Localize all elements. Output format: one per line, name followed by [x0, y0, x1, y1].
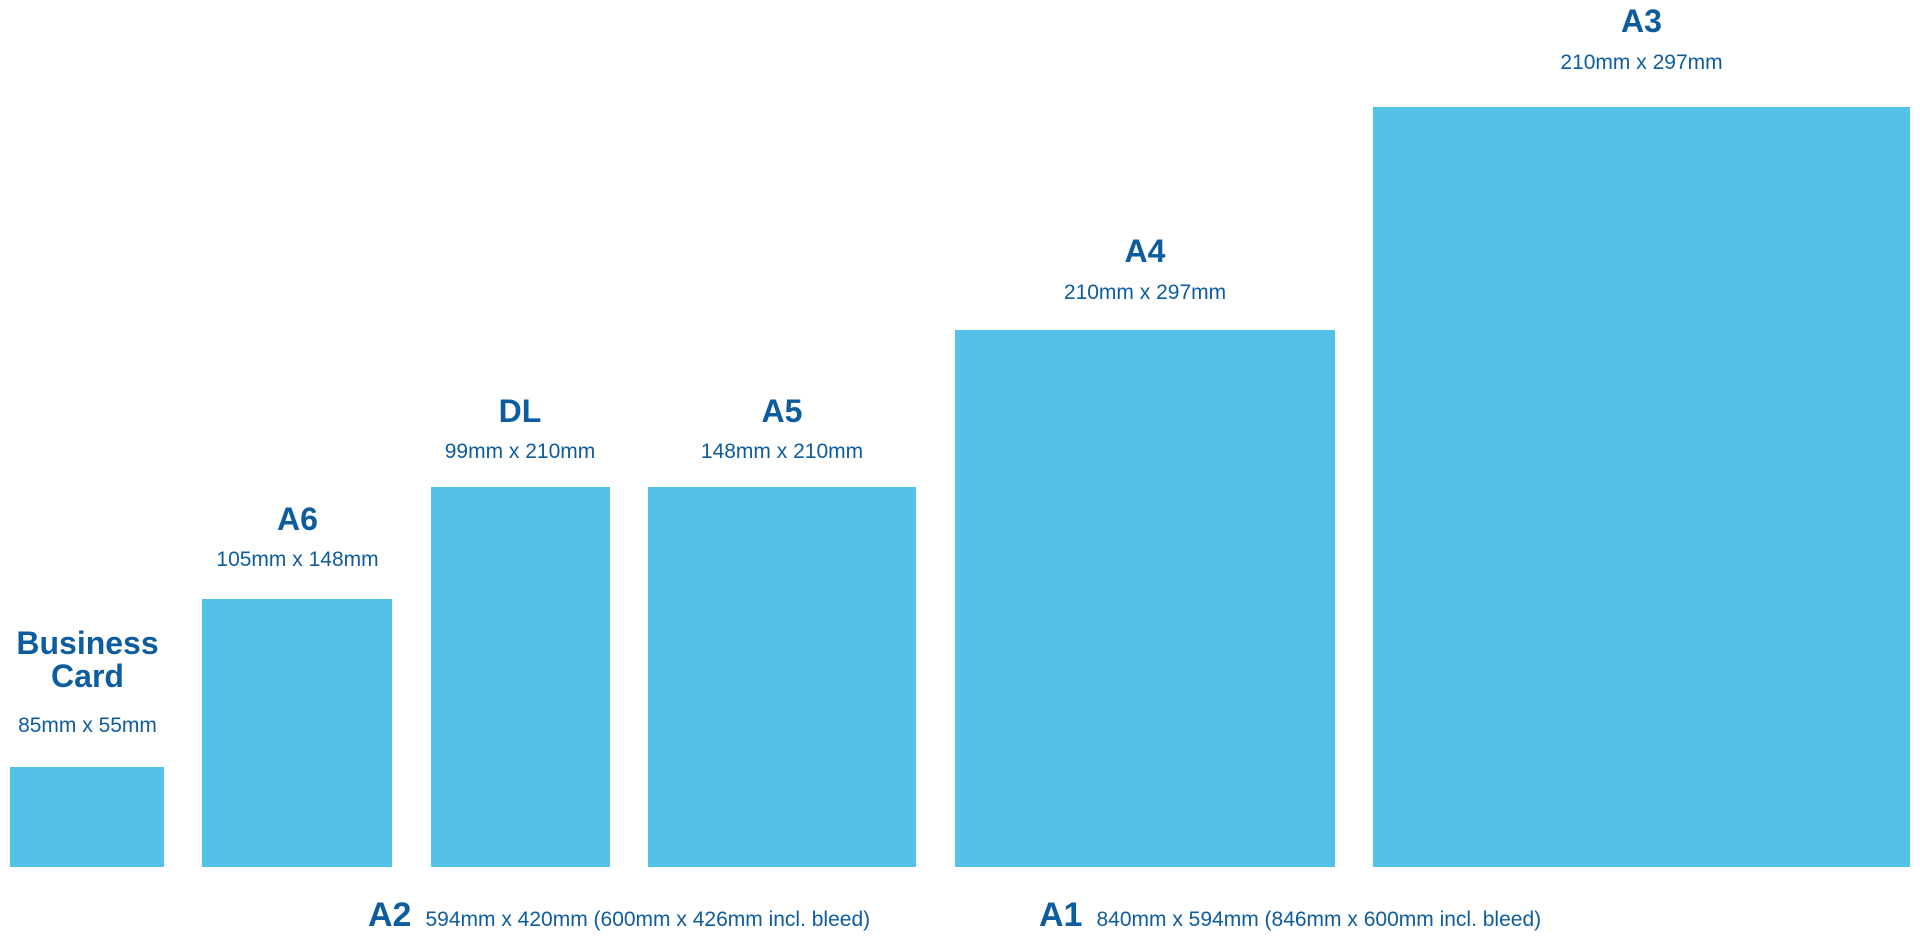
size-dimensions: 85mm x 55mm	[18, 714, 157, 737]
size-name: A4	[1124, 233, 1166, 269]
large-format-name: A1	[1039, 896, 1083, 934]
size-rectangle	[955, 330, 1335, 867]
size-name: Business Card	[16, 625, 159, 694]
large-format-a2: A2 594mm x 420mm (600mm x 426mm incl. ble…	[368, 896, 870, 935]
size-rectangle	[10, 767, 164, 867]
large-format-name: A2	[368, 896, 412, 934]
size-rectangle	[648, 487, 916, 867]
size-dimensions: 148mm x 210mm	[700, 440, 864, 463]
large-format-a1: A1 840mm x 594mm (846mm x 600mm incl. ble…	[1039, 896, 1541, 935]
large-format-dimensions: 840mm x 594mm (846mm x 600mm incl. bleed…	[1096, 908, 1542, 931]
size-name: A3	[1621, 3, 1662, 39]
size-name: A6	[277, 501, 318, 537]
size-dimensions: 210mm x 297mm	[1063, 281, 1227, 304]
size-dimensions: 99mm x 210mm	[444, 440, 596, 463]
size-dimensions: 210mm x 297mm	[1560, 51, 1723, 74]
size-name: A5	[761, 393, 803, 429]
size-dimensions: 105mm x 148mm	[216, 548, 379, 571]
size-rectangle	[431, 487, 610, 867]
size-rectangle	[202, 599, 392, 867]
size-name: DL	[498, 393, 542, 429]
large-format-dimensions: 594mm x 420mm (600mm x 426mm incl. bleed…	[425, 908, 871, 931]
size-rectangle	[1373, 107, 1910, 867]
